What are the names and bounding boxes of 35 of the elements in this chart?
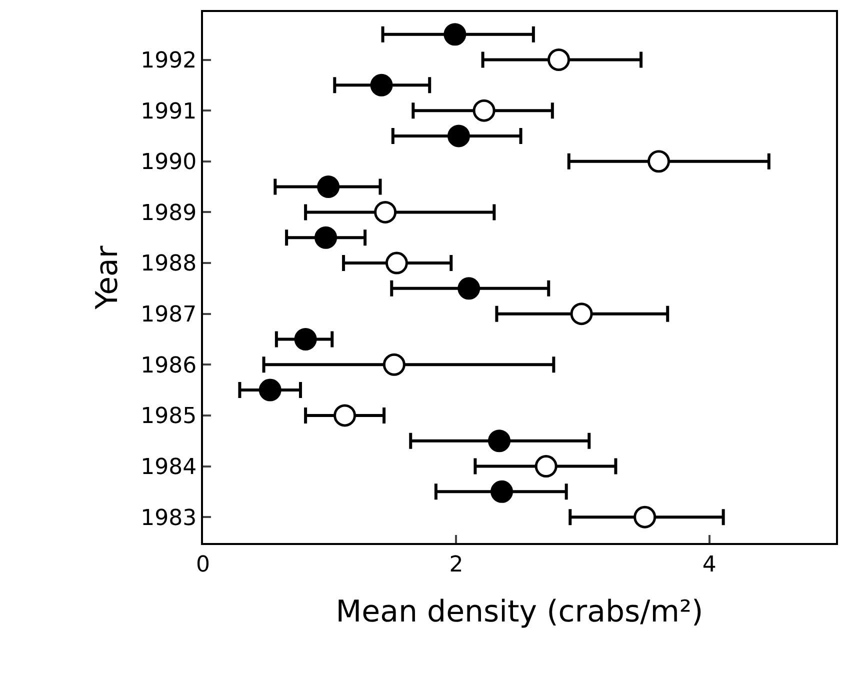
point xyxy=(334,404,356,427)
point xyxy=(570,302,593,326)
point xyxy=(634,506,656,528)
y-tick-label: 1990 xyxy=(140,150,197,176)
point xyxy=(447,124,470,148)
point xyxy=(444,23,466,46)
y-tick-label: 1988 xyxy=(140,252,197,277)
x-tick-label: 0 xyxy=(196,552,210,578)
point xyxy=(317,176,340,198)
x-axis-title: Mean density (crabs/m²) xyxy=(336,594,704,630)
y-axis-title: Year xyxy=(90,245,126,310)
y-tick-label: 1992 xyxy=(140,48,197,74)
point xyxy=(488,430,510,452)
y-tick-label: 1985 xyxy=(140,404,197,430)
point xyxy=(458,277,480,300)
point xyxy=(548,48,570,71)
x-tick-label: 2 xyxy=(449,552,464,578)
y-tick-label: 1984 xyxy=(140,454,197,480)
point xyxy=(374,200,397,224)
y-tick-label: 1989 xyxy=(140,200,197,226)
y-tick-label: 1986 xyxy=(140,353,197,378)
point xyxy=(534,455,558,478)
point xyxy=(648,150,670,173)
point xyxy=(258,378,282,402)
point xyxy=(314,226,338,249)
point xyxy=(385,252,408,274)
point xyxy=(370,74,393,96)
y-tick-label: 1991 xyxy=(140,99,197,124)
point xyxy=(294,328,317,350)
point xyxy=(382,353,406,376)
y-tick-label: 1987 xyxy=(140,302,197,328)
x-tick-label: 4 xyxy=(702,552,716,578)
point xyxy=(472,99,496,122)
y-tick-label: 1983 xyxy=(140,506,197,531)
point xyxy=(490,480,514,503)
